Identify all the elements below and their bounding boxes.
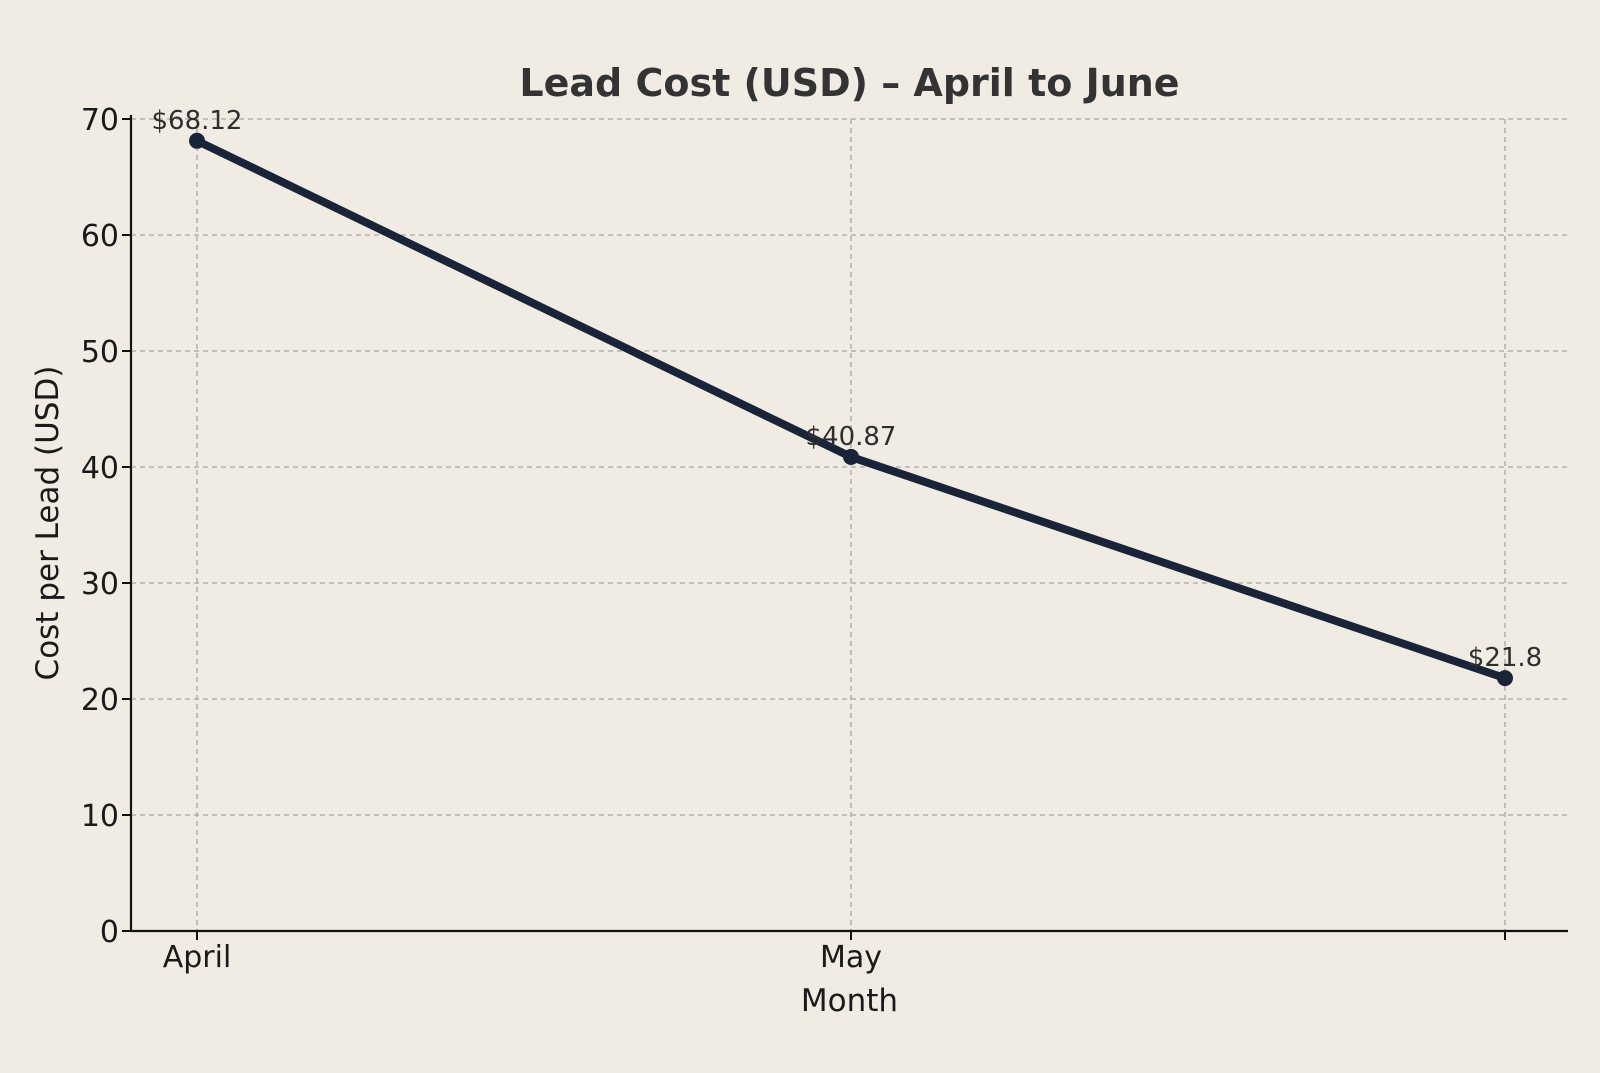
x-tick-label: April xyxy=(163,940,232,975)
axes-layer xyxy=(129,115,1568,933)
y-tick-label: 0 xyxy=(100,915,119,950)
grid-layer xyxy=(131,118,1568,931)
y-tick-label: 10 xyxy=(81,799,119,834)
data-labels-layer: $68.12 $40.87 $21.8 xyxy=(152,106,1543,673)
data-label: $40.87 xyxy=(806,422,897,452)
y-axis-label: Cost per Lead (USD) xyxy=(30,366,66,681)
y-tick-label: 70 xyxy=(81,103,119,138)
y-tick-label: 20 xyxy=(81,683,119,718)
chart-title: Lead Cost (USD) – April to June xyxy=(519,61,1179,105)
data-point xyxy=(189,132,205,149)
ticks-layer: 0 10 20 30 40 50 60 70 April May xyxy=(81,103,1506,975)
data-point xyxy=(1497,670,1513,687)
y-tick-label: 30 xyxy=(81,567,119,602)
data-point xyxy=(843,448,859,465)
y-tick-label: 60 xyxy=(81,219,119,254)
data-label: $21.8 xyxy=(1468,643,1542,673)
y-tick-label: 50 xyxy=(81,335,119,370)
y-tick-label: 40 xyxy=(81,451,119,486)
x-tick-label: May xyxy=(820,940,882,975)
data-label: $68.12 xyxy=(152,106,243,136)
x-axis-label: Month xyxy=(801,983,898,1019)
series-layer xyxy=(189,132,1513,687)
